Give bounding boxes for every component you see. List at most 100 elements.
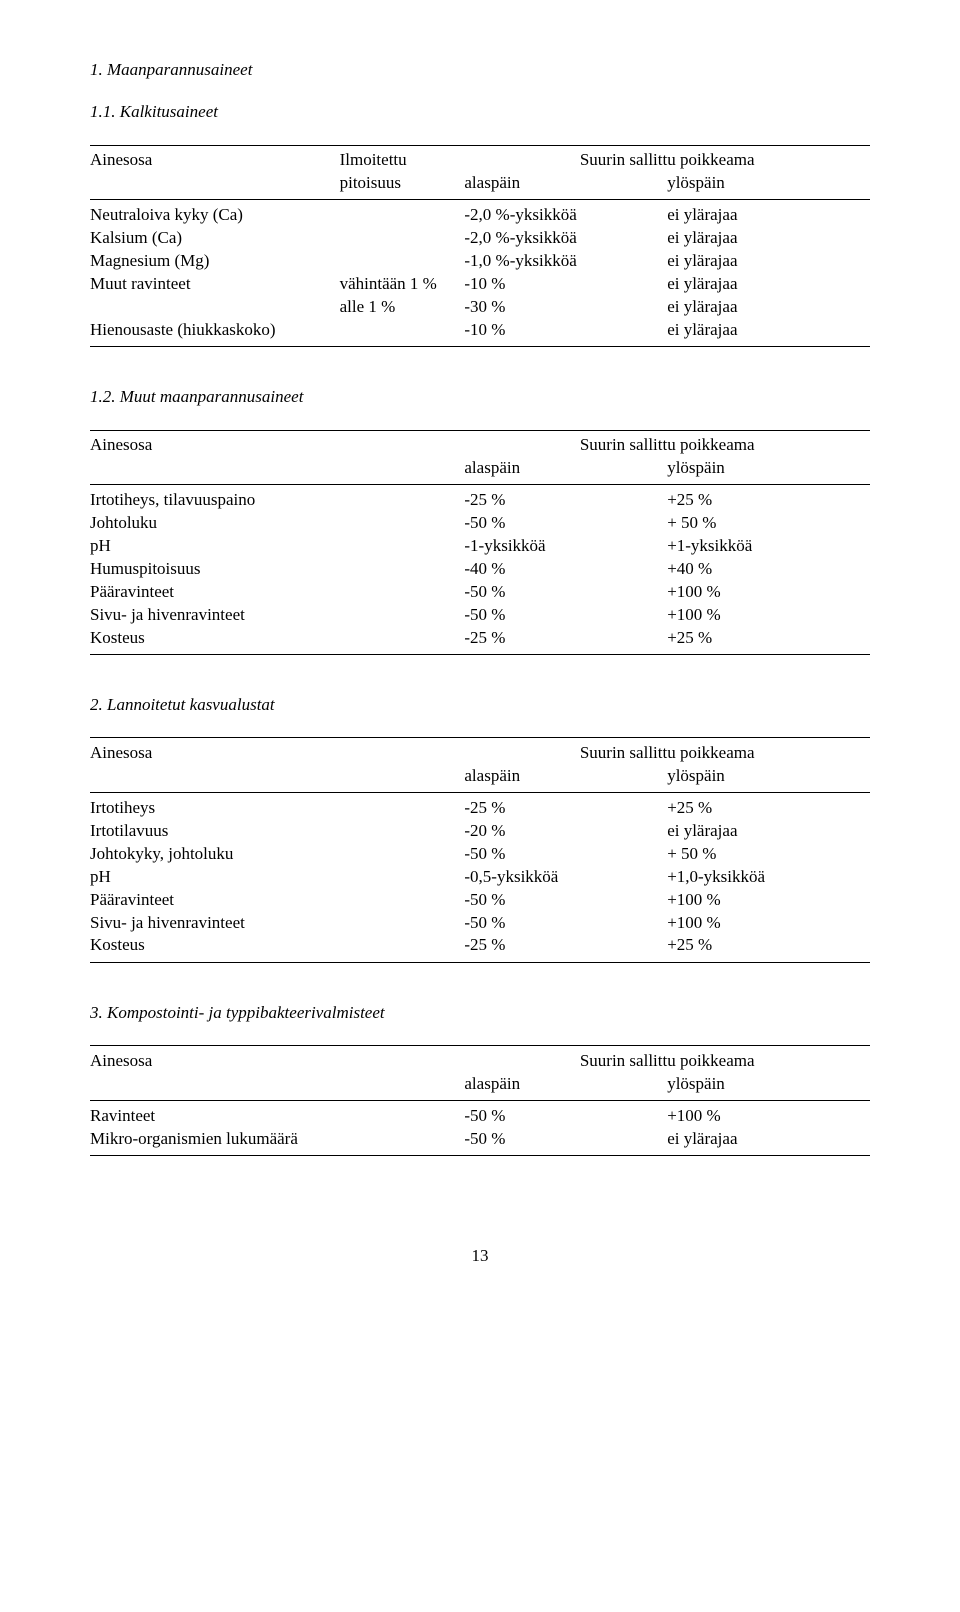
table-row: Muut ravinteet vähintään 1 % -10 % ei yl… bbox=[90, 273, 870, 296]
cell: Sivu- ja hivenravinteet bbox=[90, 604, 464, 627]
section-1-1-title: 1.1. Kalkitusaineet bbox=[90, 102, 870, 122]
cell: ei ylärajaa bbox=[667, 250, 870, 273]
page-number: 13 bbox=[90, 1246, 870, 1266]
th-alaspain: alaspäin bbox=[464, 457, 667, 480]
cell: -30 % bbox=[464, 296, 667, 319]
table-row: Irtotiheys, tilavuuspaino-25 %+25 % bbox=[90, 489, 870, 512]
cell: -25 % bbox=[464, 797, 667, 820]
cell: -50 % bbox=[464, 912, 667, 935]
th-ilmoitettu: Ilmoitettu bbox=[340, 149, 465, 172]
section-1: 1. Maanparannusaineet 1.1. Kalkitusainee… bbox=[90, 60, 870, 347]
cell: ei ylärajaa bbox=[667, 1128, 870, 1151]
cell: Johtokyky, johtoluku bbox=[90, 843, 464, 866]
cell: Magnesium (Mg) bbox=[90, 250, 340, 273]
cell: -2,0 %-yksikköä bbox=[464, 204, 667, 227]
table-row: Ravinteet-50 %+100 % bbox=[90, 1105, 870, 1128]
table-header-row2: alaspäin ylöspäin bbox=[90, 1073, 870, 1096]
cell: -50 % bbox=[464, 581, 667, 604]
cell: +100 % bbox=[667, 604, 870, 627]
cell: ei ylärajaa bbox=[667, 820, 870, 843]
table-row: Hienousaste (hiukkaskoko) -10 % ei ylära… bbox=[90, 319, 870, 342]
cell: pH bbox=[90, 535, 464, 558]
cell: -10 % bbox=[464, 273, 667, 296]
table-header-row: Ainesosa Suurin sallittu poikkeama bbox=[90, 742, 870, 765]
table-row: Magnesium (Mg) -1,0 %-yksikköä ei yläraj… bbox=[90, 250, 870, 273]
cell: Sivu- ja hivenravinteet bbox=[90, 912, 464, 935]
cell: -50 % bbox=[464, 843, 667, 866]
th-ainesosa: Ainesosa bbox=[90, 742, 464, 765]
table-row: Kalsium (Ca) -2,0 %-yksikköä ei ylärajaa bbox=[90, 227, 870, 250]
table-header-row2: alaspäin ylöspäin bbox=[90, 457, 870, 480]
table-header-row: Ainesosa Suurin sallittu poikkeama bbox=[90, 1050, 870, 1073]
cell: Irtotiheys bbox=[90, 797, 464, 820]
table-header-row: Ainesosa Ilmoitettu Suurin sallittu poik… bbox=[90, 149, 870, 172]
cell: +100 % bbox=[667, 1105, 870, 1128]
table-row: Pääravinteet-50 %+100 % bbox=[90, 889, 870, 912]
cell bbox=[340, 250, 465, 273]
cell: +100 % bbox=[667, 889, 870, 912]
th-span: Suurin sallittu poikkeama bbox=[464, 149, 870, 172]
section-1-2-title: 1.2. Muut maanparannusaineet bbox=[90, 387, 870, 407]
cell: -50 % bbox=[464, 512, 667, 535]
cell: -50 % bbox=[464, 1105, 667, 1128]
table-1-1: Ainesosa Ilmoitettu Suurin sallittu poik… bbox=[90, 144, 870, 347]
table-row: Kosteus-25 %+25 % bbox=[90, 627, 870, 650]
th-ainesosa: Ainesosa bbox=[90, 149, 340, 172]
cell: Muut ravinteet bbox=[90, 273, 340, 296]
section-2: 2. Lannoitetut kasvualustat Ainesosa Suu… bbox=[90, 695, 870, 963]
cell: -50 % bbox=[464, 604, 667, 627]
cell: +25 % bbox=[667, 797, 870, 820]
th-span: Suurin sallittu poikkeama bbox=[464, 434, 870, 457]
th-ylospain: ylöspäin bbox=[667, 172, 870, 195]
table-row: Kosteus-25 %+25 % bbox=[90, 934, 870, 957]
section-2-title: 2. Lannoitetut kasvualustat bbox=[90, 695, 870, 715]
cell: Mikro-organismien lukumäärä bbox=[90, 1128, 464, 1151]
cell: Kalsium (Ca) bbox=[90, 227, 340, 250]
cell: +1-yksikköä bbox=[667, 535, 870, 558]
th-alaspain: alaspäin bbox=[464, 1073, 667, 1096]
cell: +100 % bbox=[667, 912, 870, 935]
cell: -2,0 %-yksikköä bbox=[464, 227, 667, 250]
cell: +25 % bbox=[667, 489, 870, 512]
cell: -50 % bbox=[464, 889, 667, 912]
table-2: Ainesosa Suurin sallittu poikkeama alasp… bbox=[90, 737, 870, 963]
cell: -40 % bbox=[464, 558, 667, 581]
table-header-row: Ainesosa Suurin sallittu poikkeama bbox=[90, 434, 870, 457]
cell: -20 % bbox=[464, 820, 667, 843]
cell: -1-yksikköä bbox=[464, 535, 667, 558]
table-row: Neutraloiva kyky (Ca) -2,0 %-yksikköä ei… bbox=[90, 204, 870, 227]
table-row: pH-1-yksikköä+1-yksikköä bbox=[90, 535, 870, 558]
table-row: alle 1 % -30 % ei ylärajaa bbox=[90, 296, 870, 319]
table-row: Pääravinteet-50 %+100 % bbox=[90, 581, 870, 604]
cell: -25 % bbox=[464, 934, 667, 957]
cell: +100 % bbox=[667, 581, 870, 604]
section-3-title: 3. Kompostointi- ja typpibakteerivalmist… bbox=[90, 1003, 870, 1023]
th-span: Suurin sallittu poikkeama bbox=[464, 1050, 870, 1073]
cell: Pääravinteet bbox=[90, 581, 464, 604]
cell: vähintään 1 % bbox=[340, 273, 465, 296]
th-ainesosa: Ainesosa bbox=[90, 1050, 464, 1073]
cell: Irtotiheys, tilavuuspaino bbox=[90, 489, 464, 512]
cell: ei ylärajaa bbox=[667, 319, 870, 342]
th-ainesosa: Ainesosa bbox=[90, 434, 464, 457]
cell: pH bbox=[90, 866, 464, 889]
th-alaspain: alaspäin bbox=[464, 172, 667, 195]
th-ylospain: ylöspäin bbox=[667, 1073, 870, 1096]
cell: -1,0 %-yksikköä bbox=[464, 250, 667, 273]
table-row: Irtotilavuus-20 %ei ylärajaa bbox=[90, 820, 870, 843]
section-1-title: 1. Maanparannusaineet bbox=[90, 60, 870, 80]
cell: -50 % bbox=[464, 1128, 667, 1151]
cell: Hienousaste (hiukkaskoko) bbox=[90, 319, 340, 342]
cell: ei ylärajaa bbox=[667, 204, 870, 227]
cell: ei ylärajaa bbox=[667, 227, 870, 250]
table-header-row2: alaspäin ylöspäin bbox=[90, 765, 870, 788]
table-row: Irtotiheys-25 %+25 % bbox=[90, 797, 870, 820]
cell: alle 1 % bbox=[340, 296, 465, 319]
cell: Kosteus bbox=[90, 934, 464, 957]
cell: -0,5-yksikköä bbox=[464, 866, 667, 889]
table-row: Sivu- ja hivenravinteet-50 %+100 % bbox=[90, 604, 870, 627]
table-row: Humuspitoisuus-40 %+40 % bbox=[90, 558, 870, 581]
cell: -25 % bbox=[464, 489, 667, 512]
cell: +1,0-yksikköä bbox=[667, 866, 870, 889]
table-row: Mikro-organismien lukumäärä-50 %ei ylära… bbox=[90, 1128, 870, 1151]
